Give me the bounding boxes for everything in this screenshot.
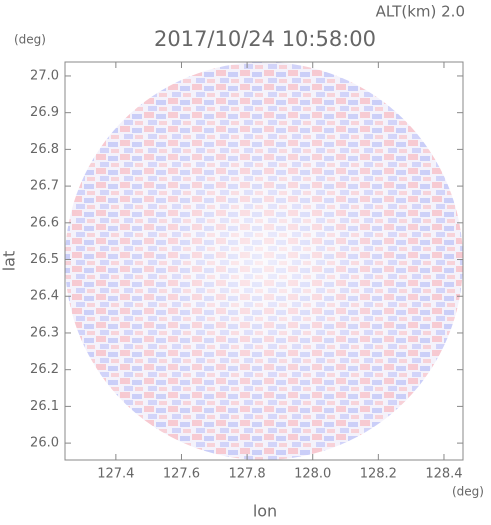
x-tick-label: 128.4 xyxy=(425,467,462,482)
y-tick-label: 26.2 xyxy=(30,362,59,377)
x-tick-label: 127.8 xyxy=(228,467,265,482)
y-tick-label: 26.7 xyxy=(30,179,59,194)
radar-disk-shade xyxy=(65,62,463,460)
x-tick-label: 127.4 xyxy=(97,467,134,482)
x-unit: (deg) xyxy=(452,485,484,499)
chart-title: 2017/10/24 10:58:00 xyxy=(154,27,376,51)
y-tick-label: 26.5 xyxy=(30,252,59,267)
y-tick-label: 26.4 xyxy=(30,289,59,304)
y-tick-label: 26.0 xyxy=(30,436,59,451)
x-tick-label: 128.2 xyxy=(360,467,397,482)
x-tick-label: 128.0 xyxy=(294,467,331,482)
y-axis-label: lat xyxy=(0,251,19,272)
subtitle: ALT(km) 2.0 xyxy=(376,3,465,21)
y-tick-label: 26.9 xyxy=(30,105,59,120)
plot-frame xyxy=(64,61,464,461)
y-tick-label: 26.8 xyxy=(30,142,59,157)
y-tick-label: 26.6 xyxy=(30,215,59,230)
x-tick-label: 127.6 xyxy=(163,467,200,482)
y-tick-label: 26.1 xyxy=(30,399,59,414)
y-tick-label: 27.0 xyxy=(30,68,59,83)
y-tick-label: 26.3 xyxy=(30,325,59,340)
y-unit: (deg) xyxy=(14,33,46,47)
x-axis-label: lon xyxy=(253,502,277,521)
